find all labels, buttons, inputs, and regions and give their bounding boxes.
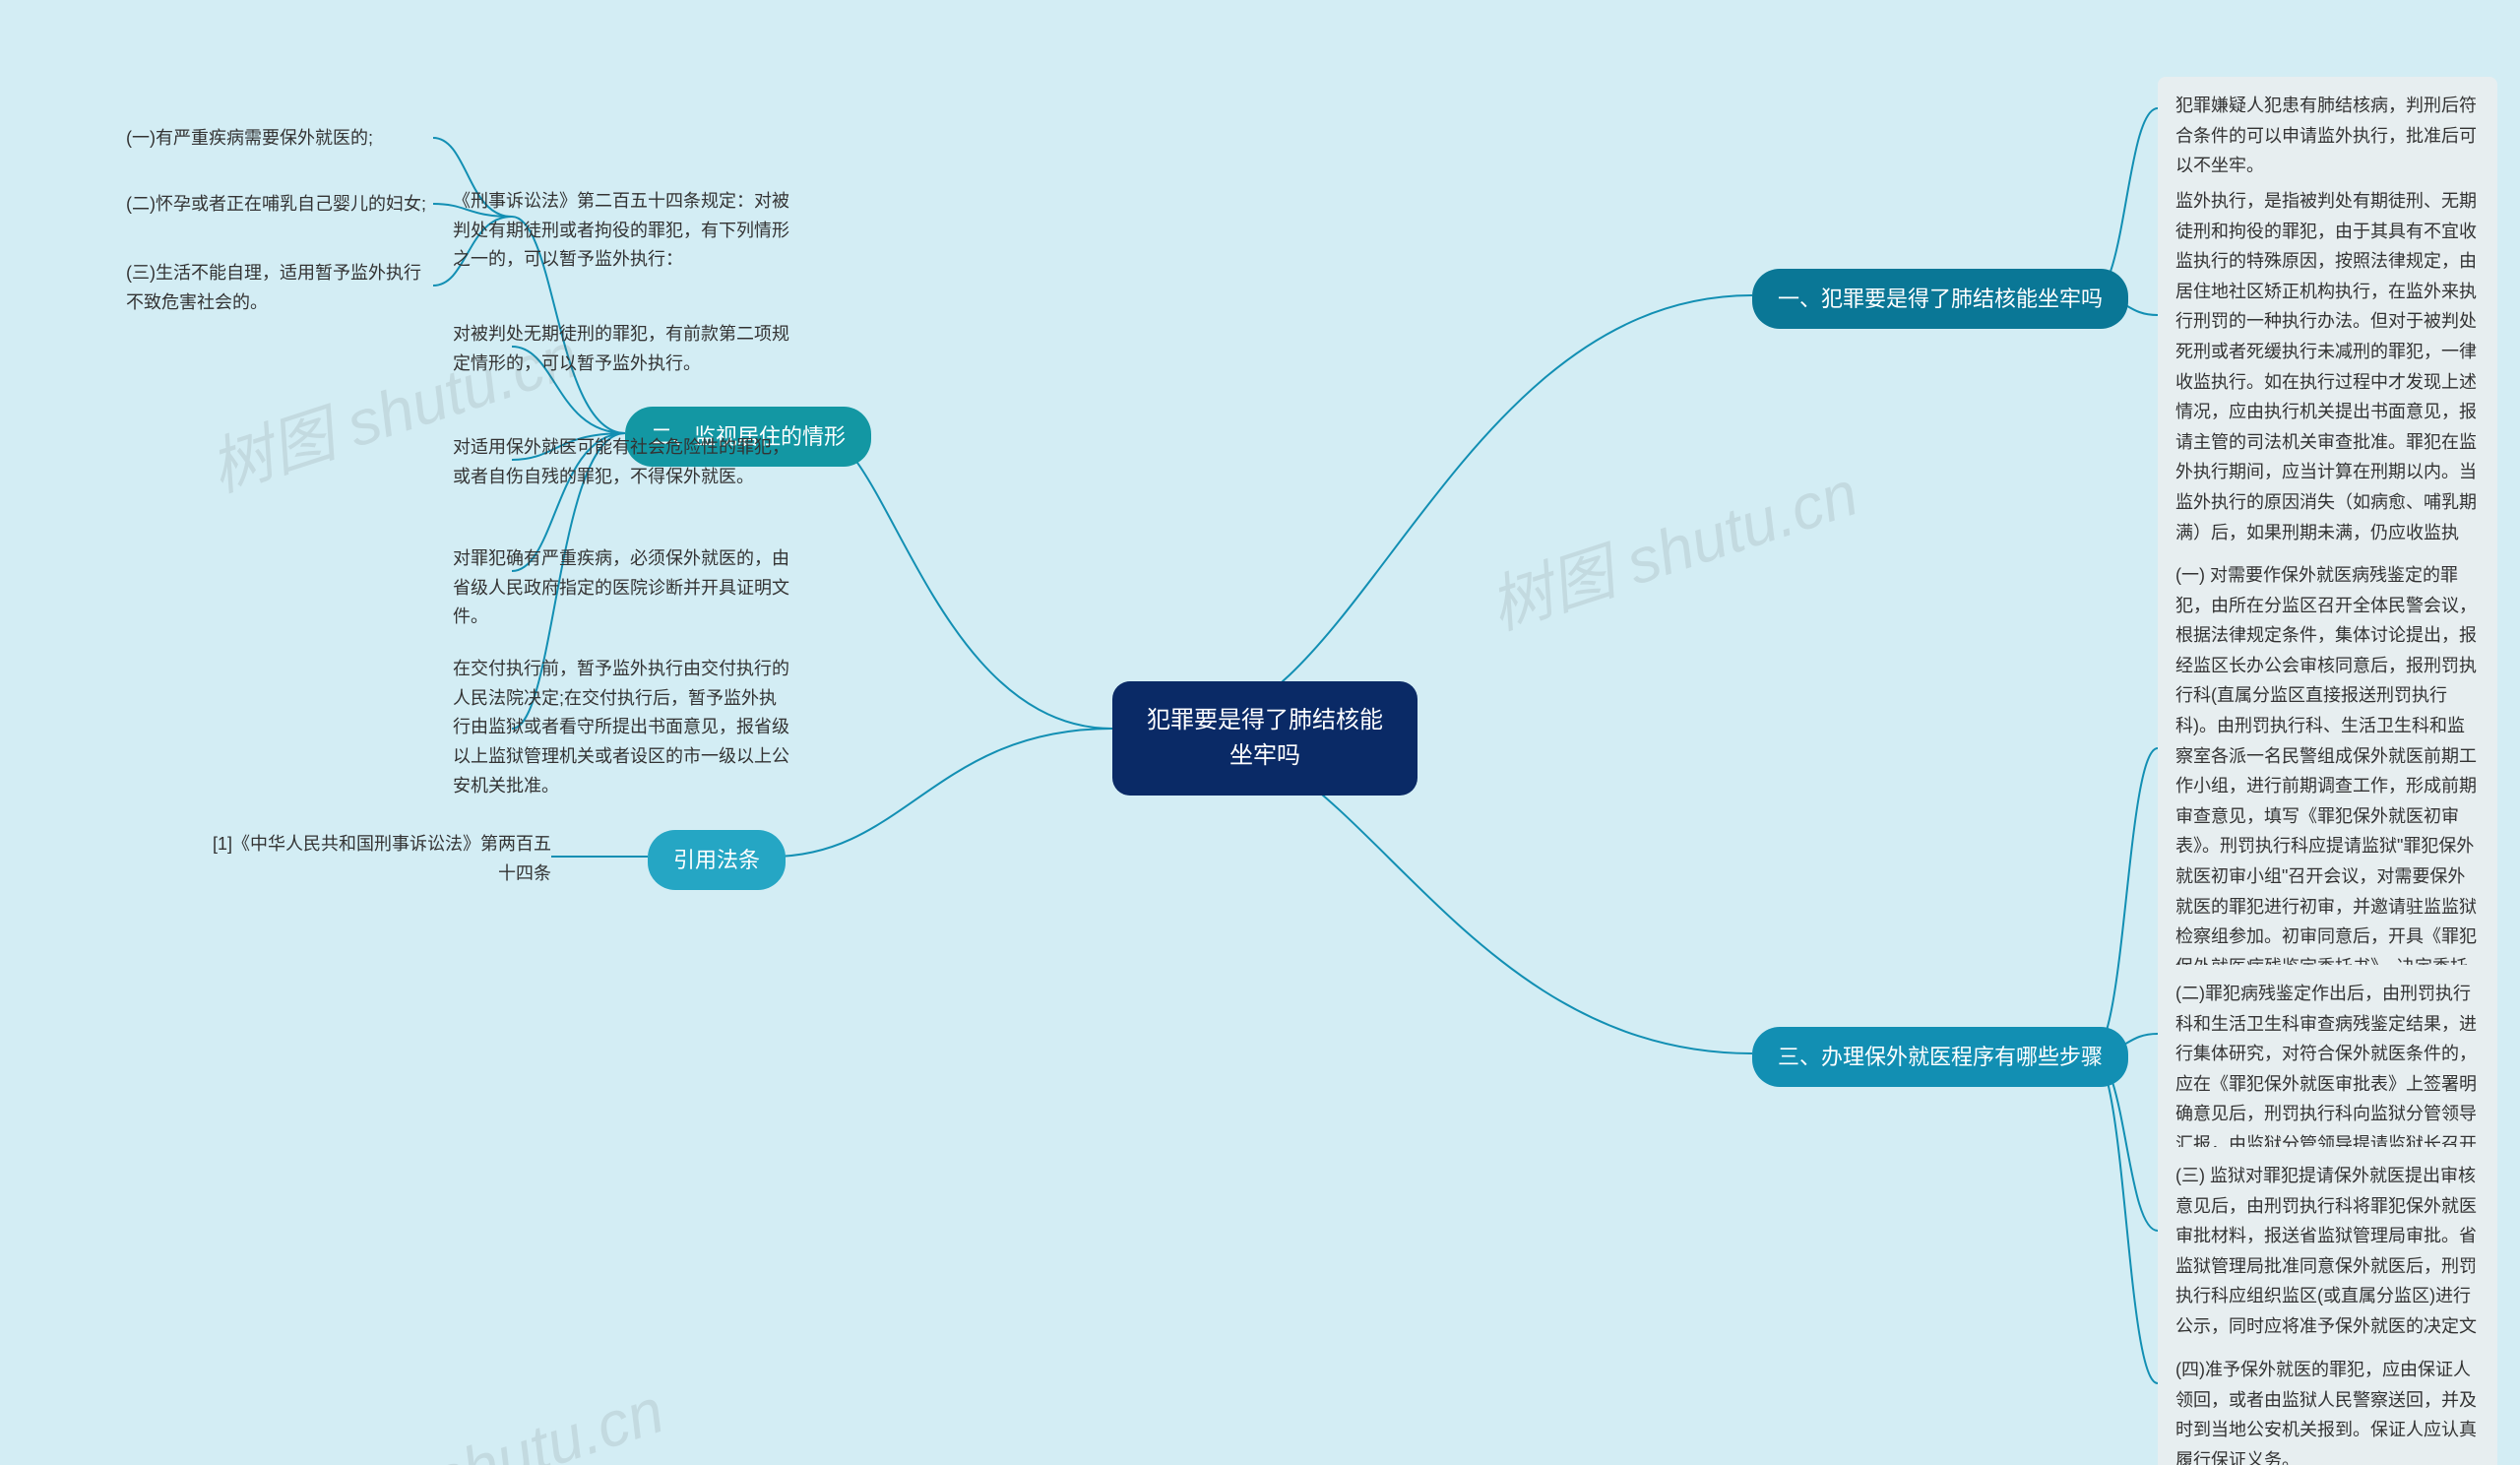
leaf-s2c-text: 对适用保外就医可能有社会危险性的罪犯，或者自伤自残的罪犯，不得保外就医。 — [453, 437, 789, 486]
leaf-s2c: 对适用保外就医可能有社会危险性的罪犯，或者自伤自残的罪犯，不得保外就医。 — [453, 433, 792, 491]
leaf-s3a: (一) 对需要作保外就医病残鉴定的罪犯，由所在分监区召开全体民警会议，根据法律规… — [2158, 546, 2497, 1026]
leaf-s2a1-text: (一)有严重疾病需要保外就医的; — [126, 128, 373, 148]
leaf-s1b: 监外执行，是指被判处有期徒刑、无期徒刑和拘役的罪犯，由于其具有不宜收监执行的特殊… — [2158, 172, 2497, 592]
leaf-s2a3: (三)生活不能自理，适用暂予监外执行不致危害社会的。 — [126, 259, 426, 317]
root-node[interactable]: 犯罪要是得了肺结核能坐牢吗 — [1112, 681, 1418, 796]
leaf-s4a: [1]《中华人民共和国刑事诉讼法》第两百五十四条 — [212, 830, 551, 888]
section-1[interactable]: 一、犯罪要是得了肺结核能坐牢吗 — [1752, 269, 2128, 329]
section-1-label: 一、犯罪要是得了肺结核能坐牢吗 — [1778, 287, 2103, 311]
section-3-label: 三、办理保外就医程序有哪些步骤 — [1778, 1045, 2103, 1069]
leaf-s2d-text: 对罪犯确有严重疾病，必须保外就医的，由省级人民政府指定的医院诊断并开具证明文件。 — [453, 548, 789, 626]
leaf-s2a: 《刑事诉讼法》第二百五十四条规定：对被判处有期徒刑或者拘役的罪犯，有下列情形之一… — [453, 187, 792, 275]
section-3[interactable]: 三、办理保外就医程序有哪些步骤 — [1752, 1027, 2128, 1087]
leaf-s2a2: (二)怀孕或者正在哺乳自己婴儿的妇女; — [126, 190, 426, 220]
leaf-s2b: 对被判处无期徒刑的罪犯，有前款第二项规定情形的，可以暂予监外执行。 — [453, 320, 792, 378]
leaf-s3a-text: (一) 对需要作保外就医病残鉴定的罪犯，由所在分监区召开全体民警会议，根据法律规… — [2175, 565, 2477, 1006]
section-4-label: 引用法条 — [673, 848, 760, 872]
section-4[interactable]: 引用法条 — [648, 830, 786, 890]
leaf-s3d: (四)准予保外就医的罪犯，应由保证人领回，或者由监狱人民警察送回，并及时到当地公… — [2158, 1341, 2497, 1465]
leaf-s3d-text: (四)准予保外就医的罪犯，应由保证人领回，或者由监狱人民警察送回，并及时到当地公… — [2175, 1360, 2477, 1465]
watermark-2: shutu.cn — [423, 1373, 672, 1465]
leaf-s2a-text: 《刑事诉讼法》第二百五十四条规定：对被判处有期徒刑或者拘役的罪犯，有下列情形之一… — [453, 191, 789, 269]
leaf-s1b-text: 监外执行，是指被判处有期徒刑、无期徒刑和拘役的罪犯，由于其具有不宜收监执行的特殊… — [2175, 191, 2477, 572]
root-label: 犯罪要是得了肺结核能坐牢吗 — [1147, 707, 1383, 769]
leaf-s1a-text: 犯罪嫌疑人犯患有肺结核病，判刑后符合条件的可以申请监外执行，批准后可以不坐牢。 — [2175, 96, 2477, 175]
leaf-s2a1: (一)有严重疾病需要保外就医的; — [126, 124, 426, 154]
leaf-s2e: 在交付执行前，暂予监外执行由交付执行的人民法院决定;在交付执行后，暂予监外执行由… — [453, 655, 792, 800]
leaf-s2a2-text: (二)怀孕或者正在哺乳自己婴儿的妇女; — [126, 194, 426, 214]
leaf-s2d: 对罪犯确有严重疾病，必须保外就医的，由省级人民政府指定的医院诊断并开具证明文件。 — [453, 544, 792, 632]
leaf-s4a-text: [1]《中华人民共和国刑事诉讼法》第两百五十四条 — [213, 834, 551, 883]
leaf-s2b-text: 对被判处无期徒刑的罪犯，有前款第二项规定情形的，可以暂予监外执行。 — [453, 324, 789, 373]
leaf-s2a3-text: (三)生活不能自理，适用暂予监外执行不致危害社会的。 — [126, 263, 421, 312]
watermark-3: 树图 shutu.cn — [1477, 443, 1867, 647]
leaf-s2e-text: 在交付执行前，暂予监外执行由交付执行的人民法院决定;在交付执行后，暂予监外执行由… — [453, 659, 789, 796]
